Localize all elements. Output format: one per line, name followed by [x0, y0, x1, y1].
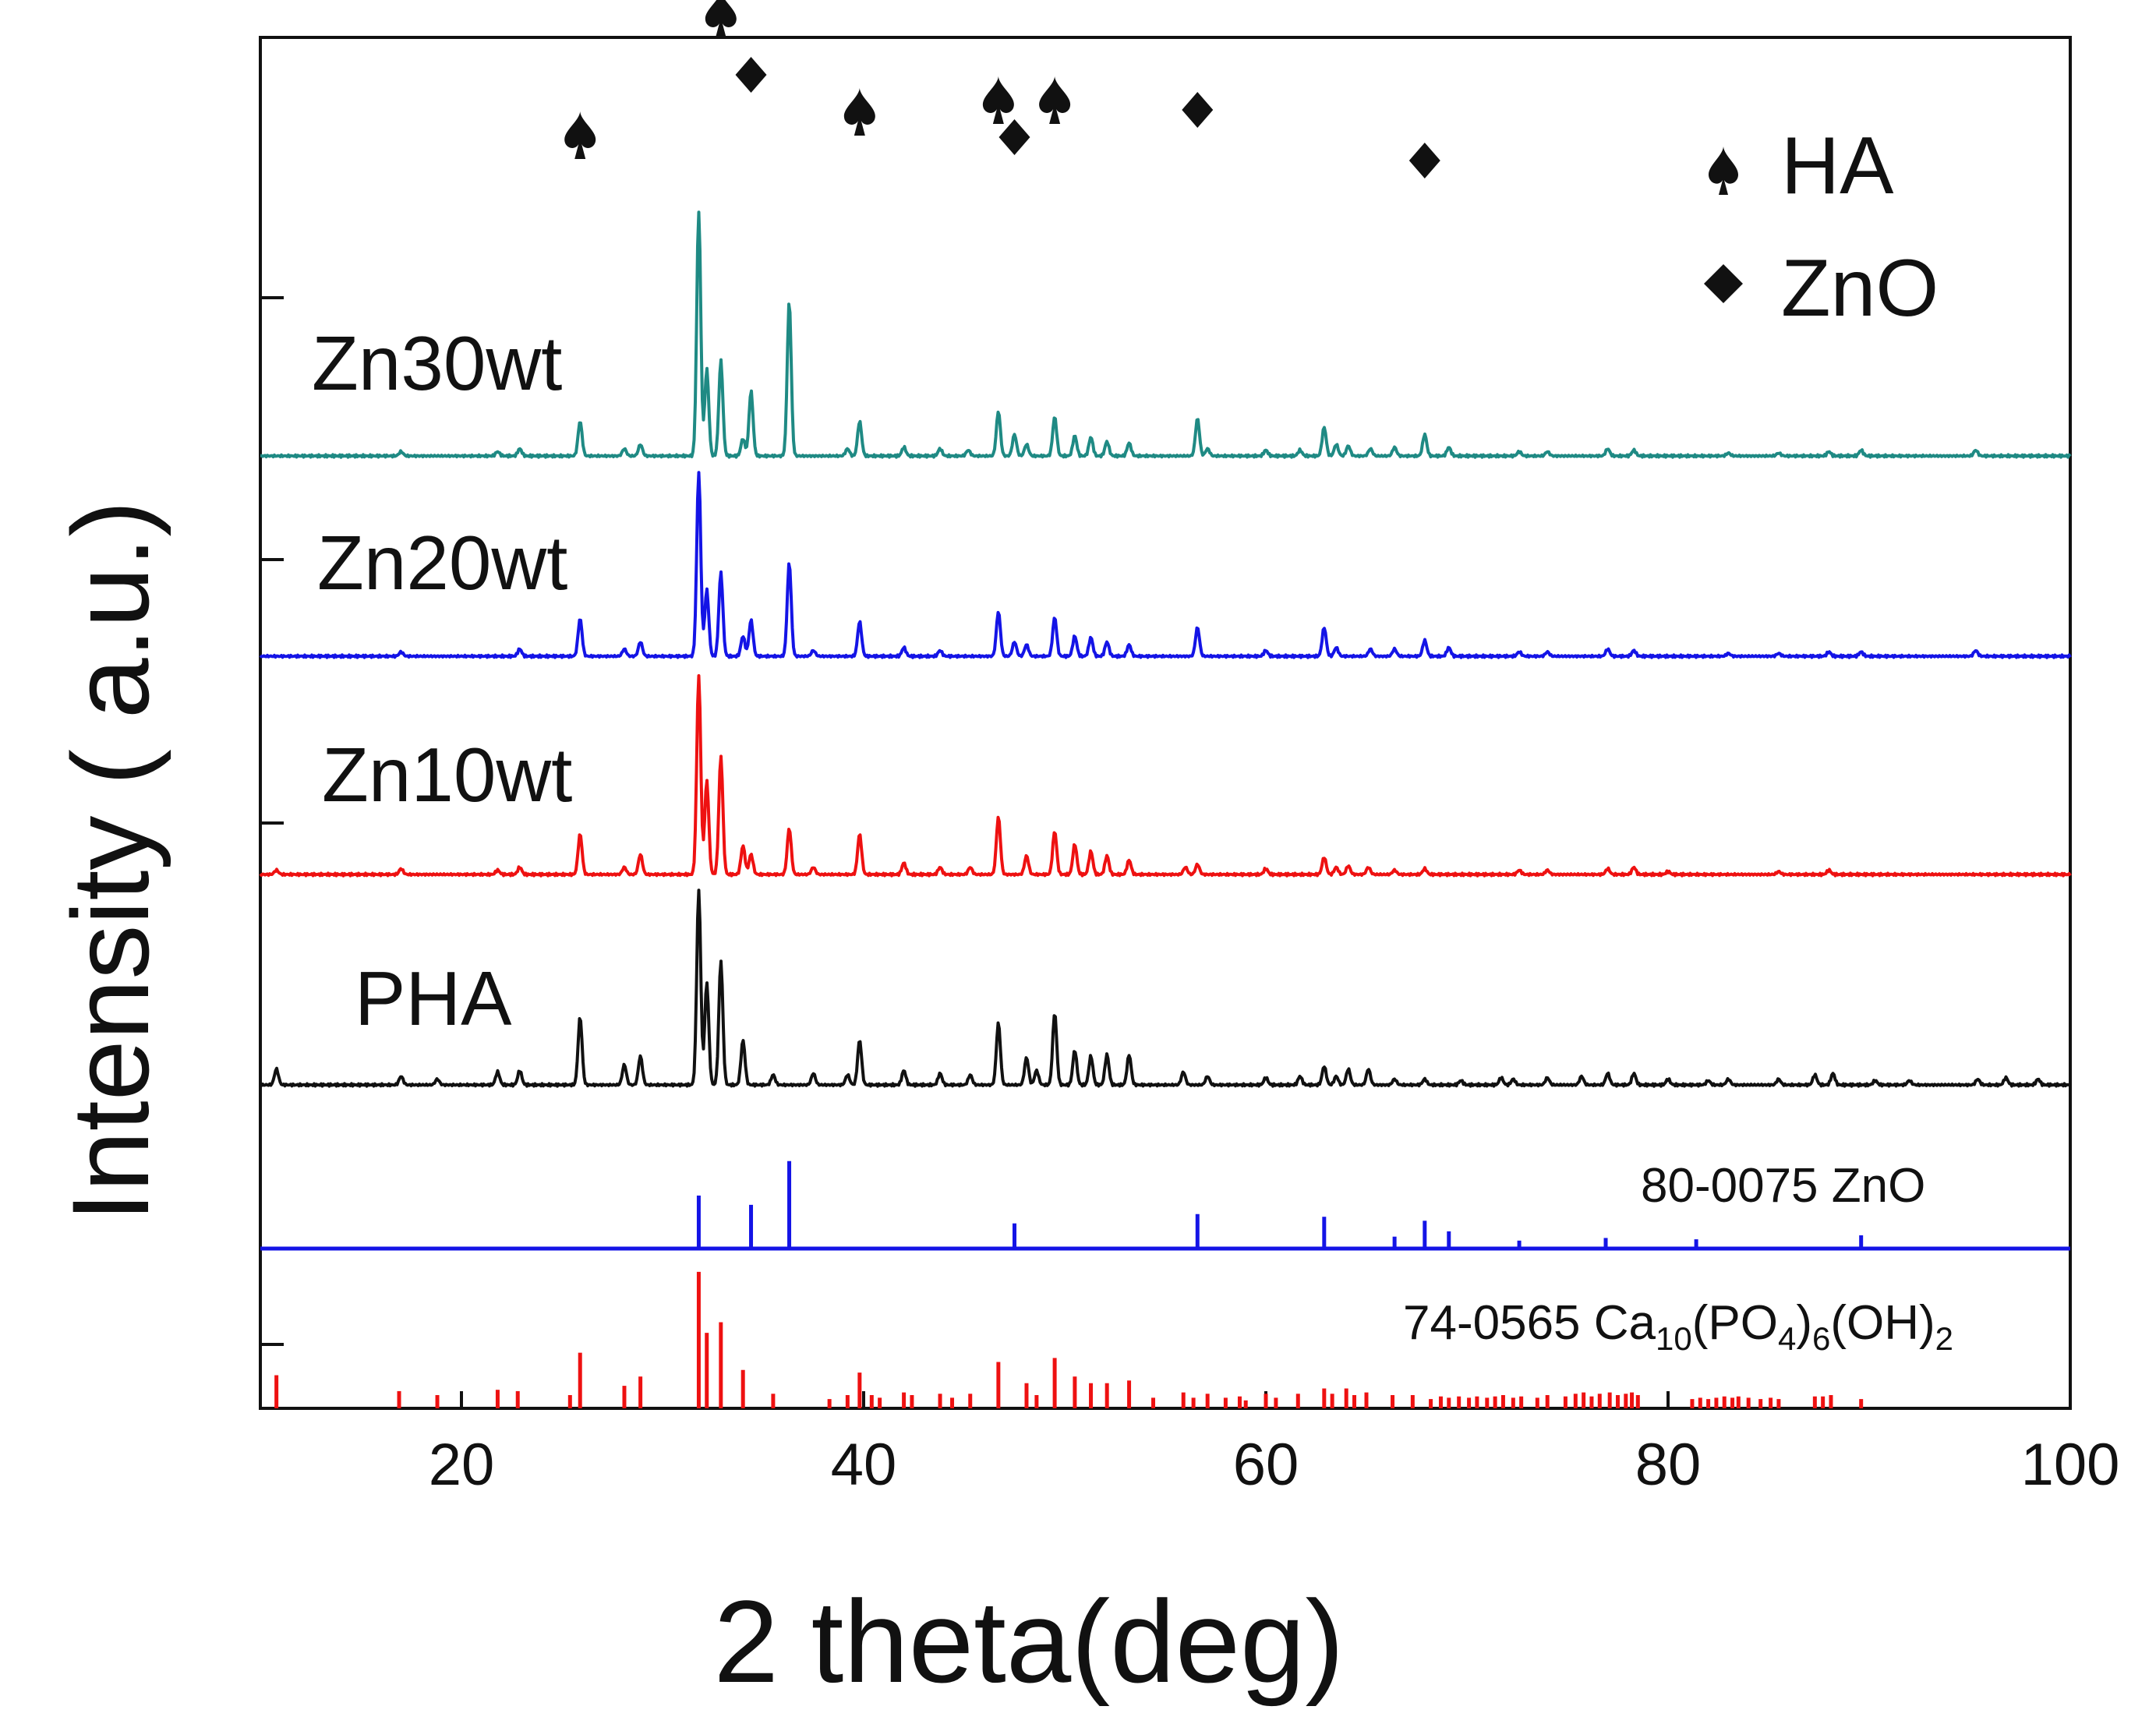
- ha-ref-sub-3: 6: [1812, 1320, 1830, 1357]
- series-layer: [259, 210, 2072, 1088]
- x-axis-ticks: 20 40 60 80 100: [429, 1391, 2120, 1498]
- x-axis-label: 2 theta(deg): [714, 1576, 1345, 1707]
- series-line-zn10wt: [259, 674, 2072, 878]
- ha-peak-marker-icon: [982, 76, 1014, 124]
- reference-layer: [274, 1160, 1864, 1408]
- zno-peak-marker-icon: [735, 57, 767, 93]
- ha-peak-marker-icon: [1039, 76, 1071, 124]
- x-tick-label-80: 80: [1635, 1432, 1702, 1498]
- phase-marker-layer: [564, 0, 1440, 178]
- y-axis-label: Intensity ( a.u.): [49, 500, 171, 1222]
- legend-zno-label: ZnO: [1781, 243, 1939, 334]
- zno-peak-marker-icon: [1182, 92, 1214, 128]
- x-tick-label-100: 100: [2021, 1432, 2120, 1498]
- label-ha-reference: 74-0565 Ca10(PO4)6(OH)2: [1403, 1296, 1953, 1357]
- x-tick-label-40: 40: [831, 1432, 897, 1498]
- legend-diamond-icon: [1704, 264, 1743, 303]
- ha-ref-formula-main: 74-0565 Ca: [1403, 1296, 1656, 1350]
- series-line-pha: [259, 888, 2072, 1088]
- ha-ref-sub-2: 4: [1778, 1320, 1796, 1357]
- ha-ref-mid-2: ): [1796, 1296, 1812, 1350]
- legend: HA ZnO: [1704, 121, 1939, 334]
- label-zn30wt: Zn30wt: [312, 320, 562, 406]
- ha-ref-end: (OH): [1830, 1296, 1935, 1350]
- ha-ref-sub-4: 2: [1935, 1320, 1953, 1357]
- ha-peak-marker-icon: [843, 88, 875, 136]
- zno-peak-marker-icon: [998, 119, 1030, 155]
- zno-peak-marker-icon: [1408, 143, 1440, 178]
- label-pha: PHA: [355, 956, 512, 1041]
- label-zn20wt: Zn20wt: [317, 520, 567, 606]
- series-line-zn20wt: [259, 471, 2072, 659]
- label-zno-reference: 80-0075 ZnO: [1641, 1159, 1925, 1213]
- series-line-zn30wt: [260, 210, 2072, 459]
- ha-peak-marker-icon: [705, 0, 737, 38]
- ha-peak-marker-icon: [564, 111, 596, 159]
- label-zn10wt: Zn10wt: [322, 732, 572, 818]
- ha-ref-sub-1: 10: [1656, 1320, 1692, 1357]
- legend-spade-icon: [1709, 147, 1738, 195]
- y-axis-ticks: [260, 296, 284, 1346]
- x-tick-label-60: 60: [1233, 1432, 1299, 1498]
- plot-frame: [259, 36, 2072, 1410]
- ha-ref-mid-1: (PO: [1692, 1296, 1778, 1350]
- x-tick-label-20: 20: [429, 1432, 495, 1498]
- legend-ha-label: HA: [1781, 121, 1894, 211]
